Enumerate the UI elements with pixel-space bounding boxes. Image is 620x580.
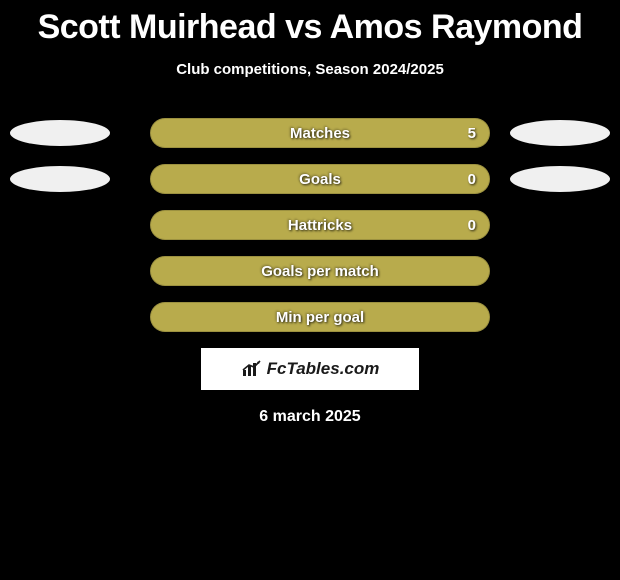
player1-name: Scott Muirhead [38, 8, 277, 46]
stat-bar: Min per goal [150, 302, 490, 332]
stat-value: 0 [468, 171, 476, 188]
player2-marker [510, 166, 610, 192]
date-text: 6 march 2025 [0, 408, 620, 426]
comparison-row: Min per goal [10, 302, 610, 332]
player1-marker [10, 120, 110, 146]
stat-label: Goals per match [261, 263, 379, 280]
comparison-row: Goals per match [10, 256, 610, 286]
stat-label: Matches [290, 125, 350, 142]
stat-bar: Matches 5 [150, 118, 490, 148]
stat-label: Hattricks [288, 217, 352, 234]
stat-bar: Goals 0 [150, 164, 490, 194]
stat-label: Min per goal [276, 309, 364, 326]
brand-badge: FcTables.com [201, 348, 419, 390]
player2-name: Amos Raymond [330, 8, 583, 46]
stat-value: 5 [468, 125, 476, 142]
page-title: Scott Muirhead vs Amos Raymond [0, 0, 620, 47]
player1-marker [10, 166, 110, 192]
stat-bar: Hattricks 0 [150, 210, 490, 240]
player2-marker [510, 120, 610, 146]
comparison-row: Hattricks 0 [10, 210, 610, 240]
brand-text: FcTables.com [267, 359, 380, 379]
stat-value: 0 [468, 217, 476, 234]
vs-separator: vs [285, 8, 322, 46]
stat-bar: Goals per match [150, 256, 490, 286]
comparison-row: Goals 0 [10, 164, 610, 194]
comparison-chart: Matches 5 Goals 0 Hattricks 0 Goals per match M… [0, 118, 620, 332]
comparison-row: Matches 5 [10, 118, 610, 148]
stat-label: Goals [299, 171, 341, 188]
chart-icon [241, 360, 263, 378]
subtitle: Club competitions, Season 2024/2025 [0, 61, 620, 78]
